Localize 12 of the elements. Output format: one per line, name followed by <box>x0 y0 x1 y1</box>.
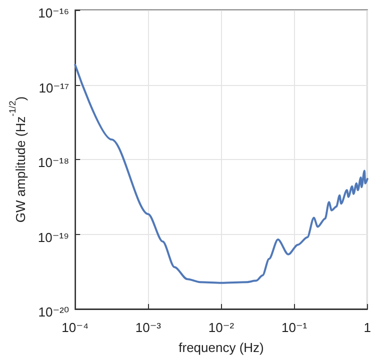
x-tick-label: 10⁻² <box>208 320 235 335</box>
y-tick-label: 10⁻¹⁶ <box>38 6 70 20</box>
x-tick-label: 10⁻³ <box>135 320 162 335</box>
x-tick-label: 10⁻¹ <box>281 320 308 335</box>
x-tick-label: 1 <box>364 320 371 335</box>
y-tick-label: 10⁻¹⁹ <box>38 230 70 245</box>
x-tick-label: 10⁻⁴ <box>62 320 89 335</box>
y-tick-label: 10⁻¹⁸ <box>38 155 70 170</box>
y-tick-label: 10⁻²⁰ <box>38 304 70 320</box>
y-tick-label: 10⁻¹⁷ <box>38 80 70 96</box>
x-axis-title: frequency (Hz) <box>178 340 264 355</box>
y-axis-title: GW amplitude (Hz-1/2) <box>8 96 28 223</box>
